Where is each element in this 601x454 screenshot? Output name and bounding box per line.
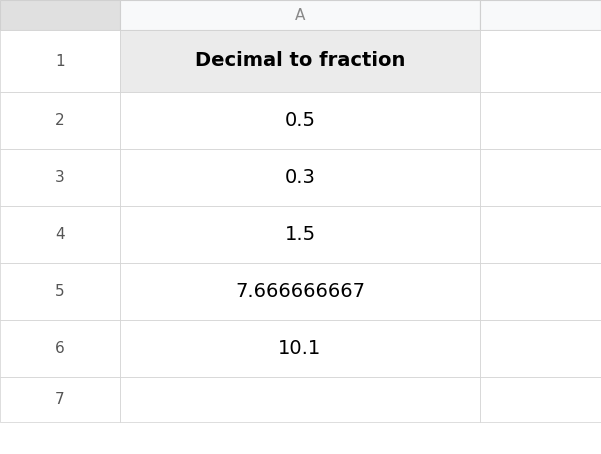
Bar (120, 377, 480, 422)
Bar (0, 0, 120, 30)
Bar (120, 206, 480, 263)
Text: 1.5: 1.5 (284, 225, 316, 244)
Bar (480, 92, 601, 149)
Bar (480, 320, 601, 377)
Text: 1: 1 (55, 54, 65, 69)
Text: 7: 7 (55, 392, 65, 407)
Text: 6: 6 (55, 341, 65, 356)
Bar (0, 149, 120, 206)
Bar (0, 320, 120, 377)
Bar (120, 320, 480, 377)
Bar (120, 0, 480, 30)
Bar (120, 263, 480, 320)
Text: 0.3: 0.3 (284, 168, 316, 187)
Text: 10.1: 10.1 (278, 339, 322, 358)
Bar (480, 30, 601, 92)
Bar (120, 30, 480, 92)
Text: A: A (295, 8, 305, 23)
Text: 7.666666667: 7.666666667 (235, 282, 365, 301)
Text: 3: 3 (55, 170, 65, 185)
Text: 4: 4 (55, 227, 65, 242)
Bar (0, 377, 120, 422)
Bar (480, 0, 601, 30)
Bar (480, 263, 601, 320)
Bar (480, 149, 601, 206)
Text: 2: 2 (55, 113, 65, 128)
Bar (120, 92, 480, 149)
Text: Decimal to fraction: Decimal to fraction (195, 51, 405, 70)
Bar (0, 30, 120, 92)
Bar (120, 149, 480, 206)
Text: 0.5: 0.5 (284, 111, 316, 130)
Bar (0, 263, 120, 320)
Bar (0, 206, 120, 263)
Text: 5: 5 (55, 284, 65, 299)
Bar (480, 377, 601, 422)
Bar (480, 206, 601, 263)
Bar (0, 92, 120, 149)
